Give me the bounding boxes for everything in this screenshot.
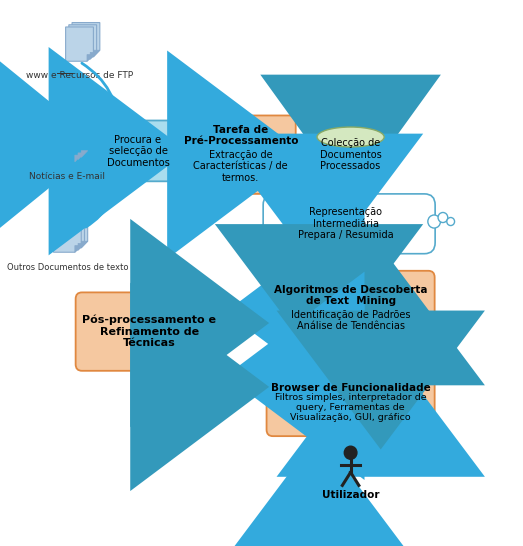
Text: Browser de Funcionalidade: Browser de Funcionalidade (271, 383, 430, 394)
Ellipse shape (317, 162, 384, 182)
Circle shape (344, 446, 357, 459)
Polygon shape (56, 216, 85, 250)
Polygon shape (94, 50, 100, 57)
Polygon shape (75, 246, 81, 252)
Polygon shape (90, 52, 97, 59)
Text: Procura e
selecção de
Documentos: Procura e selecção de Documentos (107, 134, 169, 168)
Text: Extracção de
Características / de
termos.: Extracção de Características / de termos… (194, 150, 288, 183)
Text: Utilizador: Utilizador (322, 490, 379, 501)
Polygon shape (69, 25, 97, 59)
Polygon shape (75, 155, 81, 162)
Text: Identificação de Padrões
Análise de Tendências: Identificação de Padrões Análise de Tend… (291, 310, 411, 331)
Bar (317, 137, 384, 173)
Text: Tarefa de
Pré-Processamento: Tarefa de Pré-Processamento (184, 125, 298, 146)
Polygon shape (60, 213, 88, 248)
FancyBboxPatch shape (267, 362, 435, 436)
Circle shape (447, 217, 454, 225)
Text: Representação
Intermediária
Prepara / Resumida: Representação Intermediária Prepara / Re… (298, 207, 393, 240)
Polygon shape (65, 27, 94, 61)
Text: Algoritmos de Descoberta
de Text  Mining: Algoritmos de Descoberta de Text Mining (274, 284, 427, 306)
Polygon shape (78, 244, 85, 250)
Polygon shape (87, 55, 94, 61)
Polygon shape (81, 151, 88, 157)
Circle shape (428, 215, 440, 228)
Polygon shape (56, 125, 85, 159)
Text: Filtros simples, interpretador de
query, Ferramentas de
Visualização, GUI, gráfi: Filtros simples, interpretador de query,… (275, 393, 426, 423)
Text: Pós-processamento e
Refinamento de
Técnicas: Pós-processamento e Refinamento de Técni… (83, 314, 217, 348)
FancyBboxPatch shape (76, 293, 223, 371)
Text: www e Recursos de FTP: www e Recursos de FTP (26, 71, 133, 80)
FancyBboxPatch shape (101, 121, 175, 181)
FancyBboxPatch shape (267, 271, 435, 341)
Polygon shape (53, 218, 81, 252)
FancyBboxPatch shape (186, 116, 295, 194)
Polygon shape (53, 128, 81, 162)
Text: Colecção de
Documentos
Processados: Colecção de Documentos Processados (320, 138, 381, 171)
Polygon shape (60, 123, 88, 157)
Polygon shape (81, 241, 88, 248)
Ellipse shape (317, 127, 384, 147)
Polygon shape (72, 22, 100, 57)
Polygon shape (78, 153, 85, 159)
Text: Notícias e E-mail: Notícias e E-mail (29, 173, 105, 181)
FancyBboxPatch shape (263, 194, 435, 254)
Circle shape (438, 212, 448, 223)
Text: Outros Documentos de texto: Outros Documentos de texto (7, 263, 128, 272)
